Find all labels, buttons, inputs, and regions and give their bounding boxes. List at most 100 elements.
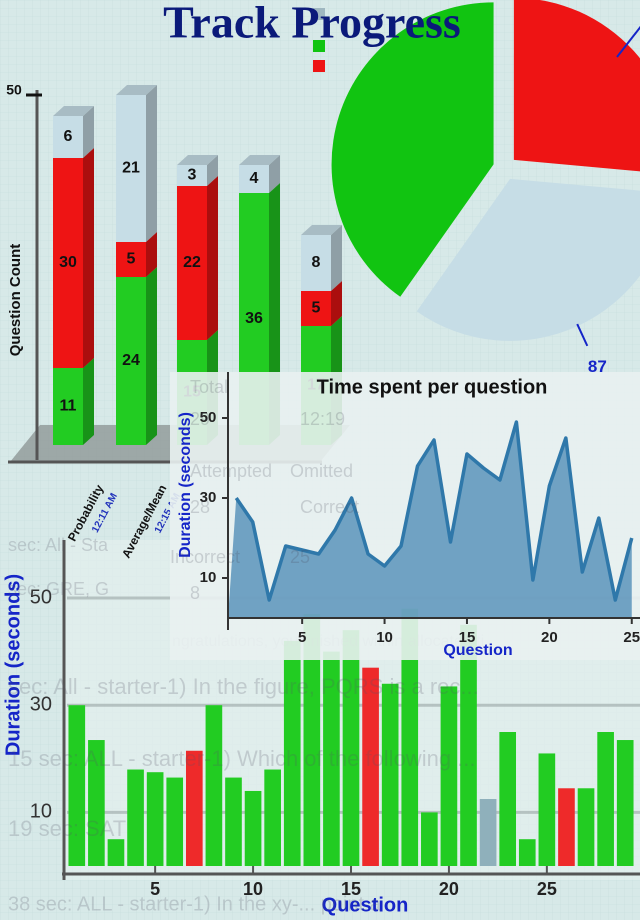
background-text: 12:19 xyxy=(300,409,345,429)
bar xyxy=(597,732,614,866)
bar-value-label: 24 xyxy=(122,352,140,369)
background-text: 15 sec: ALL - starter-1) Which of the fo… xyxy=(8,746,476,771)
x-tick-label: 20 xyxy=(541,629,558,646)
bar-side xyxy=(146,267,157,445)
background-text: sec: GRE, G xyxy=(8,579,109,599)
x-tick-label: 5 xyxy=(298,629,306,646)
pie-slice xyxy=(513,0,640,172)
pie-slice xyxy=(416,178,640,341)
background-text: 19 sec: SAT xyxy=(8,816,126,841)
pie-slice xyxy=(331,2,494,297)
bar-side xyxy=(83,148,94,368)
background-text: Incorrect xyxy=(170,547,240,567)
bar xyxy=(577,788,595,866)
bar-side xyxy=(331,281,342,326)
bar-value-label: 6 xyxy=(64,128,73,145)
x-tick-label: 15 xyxy=(459,629,476,646)
y-tick-label: 10 xyxy=(200,569,217,586)
x-tick-label: 10 xyxy=(376,629,393,646)
bar xyxy=(68,705,86,866)
bar-value-label: 22 xyxy=(183,254,201,271)
bar-top xyxy=(116,85,157,95)
x-tick-label: 5 xyxy=(150,879,160,899)
bar-side xyxy=(83,106,94,158)
bar-side xyxy=(146,232,157,277)
bar-side xyxy=(146,85,157,242)
bar xyxy=(421,812,438,866)
bar-value-label: 36 xyxy=(245,310,263,327)
background-text: Correct xyxy=(300,497,359,517)
bar-value-label: 11 xyxy=(60,398,77,415)
bar xyxy=(518,839,536,866)
bar xyxy=(303,614,321,866)
bar-value-label: 30 xyxy=(59,254,77,271)
y-tick-label: 50 xyxy=(30,586,52,608)
x-axis-label: Question xyxy=(322,894,409,916)
x-tick-label: 15 xyxy=(341,879,361,899)
bar-side xyxy=(83,358,94,445)
background-text: Total xyxy=(190,377,228,397)
bar xyxy=(244,790,262,866)
bar-value-label: 5 xyxy=(312,300,321,317)
bar xyxy=(166,777,184,866)
bar-segment xyxy=(116,95,146,242)
background-text: 38 sec: ALL - starter-1) In the xy-... p… xyxy=(8,893,382,915)
background-text: Attempted xyxy=(190,461,272,481)
background-text: sec: All - Sta xyxy=(8,535,109,555)
background-text: 8 xyxy=(190,583,200,603)
bar xyxy=(342,630,360,866)
bar xyxy=(362,667,379,866)
bar-side xyxy=(331,225,342,291)
y-tick-label: 30 xyxy=(30,693,52,715)
bar xyxy=(323,651,340,866)
bar xyxy=(185,750,203,866)
bar xyxy=(264,769,281,866)
bar-segment xyxy=(53,368,83,445)
bar-value-label: 21 xyxy=(122,160,140,177)
bar xyxy=(499,732,517,866)
y-axis-label: Duration (seconds) xyxy=(177,412,194,558)
bar xyxy=(381,683,399,866)
line xyxy=(234,420,634,602)
y-axis-label: Duration (seconds) xyxy=(2,574,24,756)
y-axis-label: Question Count xyxy=(7,244,24,357)
bar-side xyxy=(207,176,218,340)
bar-segment xyxy=(53,116,83,158)
bar-value-label: 4 xyxy=(250,170,259,187)
bar-top xyxy=(239,155,280,165)
background-text: sec: All - starter-1) In the figure, PQR… xyxy=(8,674,479,699)
bar xyxy=(538,753,556,866)
bar-value-label: 3 xyxy=(188,167,197,184)
bar-top xyxy=(177,155,218,165)
bar-segment xyxy=(301,235,331,291)
bar-value-label: 8 xyxy=(312,254,321,271)
bar xyxy=(205,705,223,866)
bar xyxy=(283,640,301,866)
x-tick-label: 20 xyxy=(439,879,459,899)
x-axis-label: Question xyxy=(443,642,512,659)
legend-square xyxy=(313,40,325,52)
legend-square xyxy=(313,8,325,20)
x-tick-label: 25 xyxy=(537,879,557,899)
bar-segment xyxy=(116,242,146,277)
bar-segment xyxy=(301,291,331,326)
bar-side xyxy=(207,155,218,186)
bar-segment xyxy=(177,186,207,340)
page-title: Track Progress xyxy=(163,0,461,48)
bar xyxy=(88,740,105,866)
y-tick-label: 30 xyxy=(200,489,217,506)
bar-top xyxy=(53,106,94,116)
bar xyxy=(107,839,125,866)
bar xyxy=(127,769,144,866)
y-tick-label: 10 xyxy=(30,801,52,823)
bar-segment xyxy=(239,165,269,193)
bar-segment xyxy=(53,158,83,368)
bar xyxy=(558,788,575,866)
background-text: Omitted xyxy=(290,461,353,481)
leader-line xyxy=(576,323,589,347)
bar xyxy=(440,686,458,866)
bar-value-label: 5 xyxy=(127,251,136,268)
y-tick-label: 50 xyxy=(200,409,217,426)
bar-top xyxy=(301,225,342,235)
